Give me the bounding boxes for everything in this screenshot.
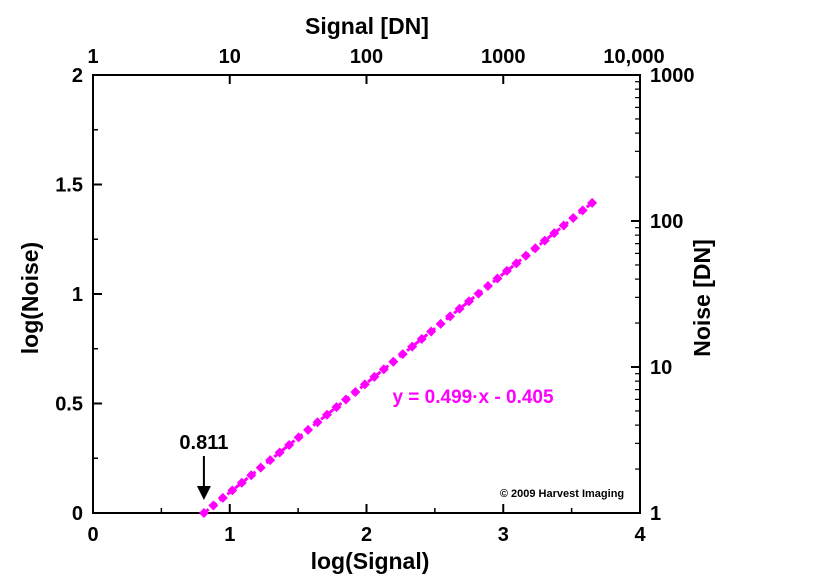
plot-frame [92, 74, 641, 514]
data-point [568, 212, 579, 223]
data-point [407, 341, 418, 352]
x-tick-label: 2 [361, 524, 372, 546]
data-point [369, 371, 380, 382]
data-point [482, 281, 493, 292]
annotation-arrow-head [196, 486, 211, 500]
y-tick-label: 1.5 [55, 175, 83, 197]
y2-tick-label: 1 [650, 503, 661, 525]
data-point [454, 303, 465, 314]
y-tick-label: 1 [72, 284, 83, 306]
data-point [322, 409, 333, 420]
data-point [492, 273, 503, 284]
data-point [539, 235, 550, 246]
data-point [511, 258, 522, 269]
axes [92, 74, 641, 514]
data-point [246, 470, 257, 481]
x2-tick-label: 1 [87, 46, 98, 68]
data-point [236, 477, 247, 488]
data-point [217, 492, 228, 503]
data-point [587, 197, 598, 208]
data-point [312, 417, 323, 428]
x-axis-title: log(Signal) [311, 548, 430, 574]
y-axis-title: log(Noise) [17, 242, 43, 354]
credit-text: © 2009 Harvest Imaging [500, 488, 624, 500]
data-point [397, 349, 408, 360]
data-point [293, 432, 304, 443]
data-point [577, 205, 588, 216]
y2-tick-label: 1000 [650, 65, 695, 87]
y2-tick-label: 10 [650, 357, 672, 379]
x-tick-label: 0 [87, 524, 98, 546]
fit-equation: y = 0.499·x - 0.405 [392, 387, 554, 408]
x2-tick-label: 10,000 [603, 46, 664, 68]
data-point [549, 228, 560, 239]
data-point [198, 508, 209, 518]
data-point [388, 356, 399, 367]
data-point [464, 296, 475, 307]
y-tick-label: 0 [72, 503, 83, 525]
data-point [359, 379, 370, 390]
y2-axis-title: Noise [DN] [689, 239, 715, 357]
x2-tick-label: 1000 [481, 46, 526, 68]
data-point [501, 265, 512, 276]
data-point [558, 220, 569, 231]
y-tick-label: 0.5 [55, 394, 83, 416]
x-tick-label: 3 [498, 524, 509, 546]
annotation: 0.811 [179, 432, 228, 500]
data-point [227, 485, 238, 496]
y-tick-label: 2 [72, 65, 83, 87]
data-point [303, 424, 314, 435]
x-tick-label: 4 [634, 524, 646, 546]
data-series [198, 197, 598, 518]
data-point [445, 311, 456, 322]
data-point [520, 250, 531, 261]
data-point [473, 288, 484, 299]
x2-tick-label: 100 [350, 46, 383, 68]
annotation-label: 0.811 [179, 432, 228, 454]
x2-tick-label: 10 [219, 46, 241, 68]
x2-axis-title: Signal [DN] [305, 13, 429, 39]
data-point [284, 439, 295, 450]
x-tick-label: 1 [224, 524, 235, 546]
data-point [426, 326, 437, 337]
data-point [331, 402, 342, 413]
data-point [378, 364, 389, 375]
data-point [274, 447, 285, 458]
data-point [208, 500, 219, 511]
data-point [340, 394, 351, 405]
y2-tick-label: 100 [650, 211, 683, 233]
data-point [265, 455, 276, 466]
data-point [350, 386, 361, 397]
data-point [530, 243, 541, 254]
data-point [255, 462, 266, 473]
data-point [416, 334, 427, 345]
data-point [435, 318, 446, 329]
